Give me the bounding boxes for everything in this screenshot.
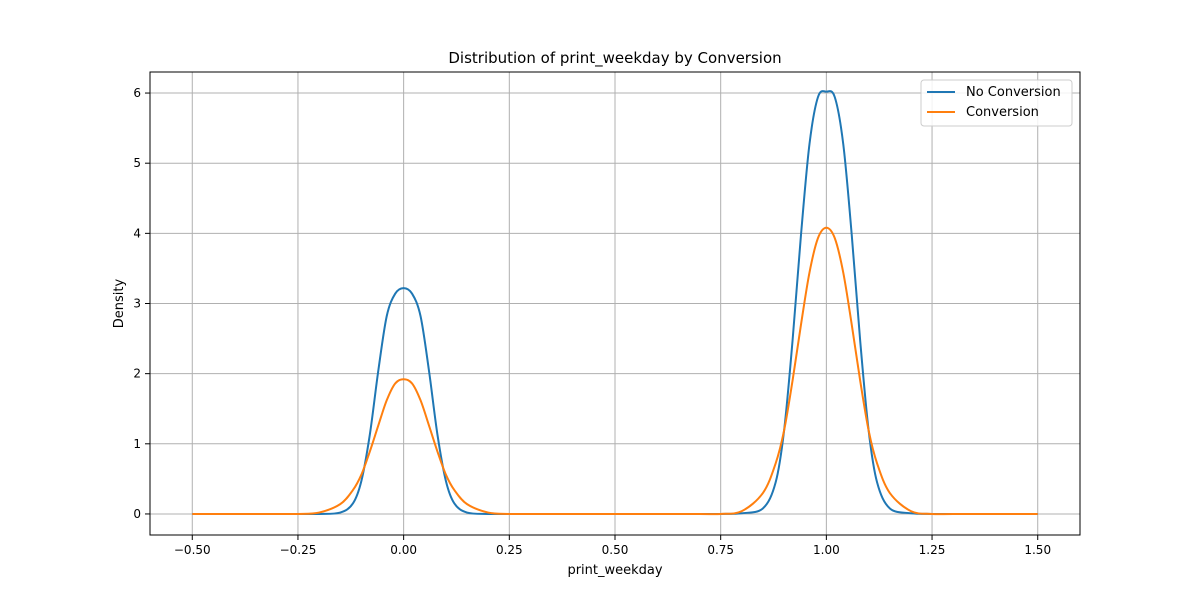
y-tick-label: 6 xyxy=(133,86,141,100)
y-tick-label: 2 xyxy=(133,367,141,381)
series-line-conversion xyxy=(192,226,1038,516)
x-tick-label: 1.50 xyxy=(1024,543,1051,557)
chart-title: Distribution of print_weekday by Convers… xyxy=(448,49,781,68)
x-tick-label: −0.50 xyxy=(174,543,211,557)
x-tick-label: 0.50 xyxy=(602,543,629,557)
legend-label: No Conversion xyxy=(966,85,1061,100)
x-tick-label: 1.00 xyxy=(813,543,840,557)
x-tick-label: 0.75 xyxy=(707,543,734,557)
x-tick-label: 1.25 xyxy=(919,543,946,557)
x-tick-label: −0.25 xyxy=(280,543,317,557)
y-axis-label: Density xyxy=(112,278,127,328)
x-axis-label: print_weekday xyxy=(567,563,662,578)
legend-box xyxy=(920,79,1073,127)
y-tick-label: 1 xyxy=(133,437,141,451)
x-tick-label: 0.25 xyxy=(496,543,523,557)
legend: No Conversion Conversion xyxy=(920,79,1073,127)
y-tick-label: 3 xyxy=(133,297,141,311)
grid-layer xyxy=(150,72,1080,535)
ticks-layer: −0.50 −0.25 0.00 0.25 0.50 0.75 1.00 1.25 1.50 0 1… xyxy=(133,86,1051,557)
y-tick-label: 0 xyxy=(133,507,141,521)
series-layer xyxy=(192,90,1038,516)
x-tick-label: 0.00 xyxy=(390,543,417,557)
legend-label: Conversion xyxy=(966,105,1039,120)
y-tick-label: 5 xyxy=(133,156,141,170)
y-tick-label: 4 xyxy=(133,226,141,240)
